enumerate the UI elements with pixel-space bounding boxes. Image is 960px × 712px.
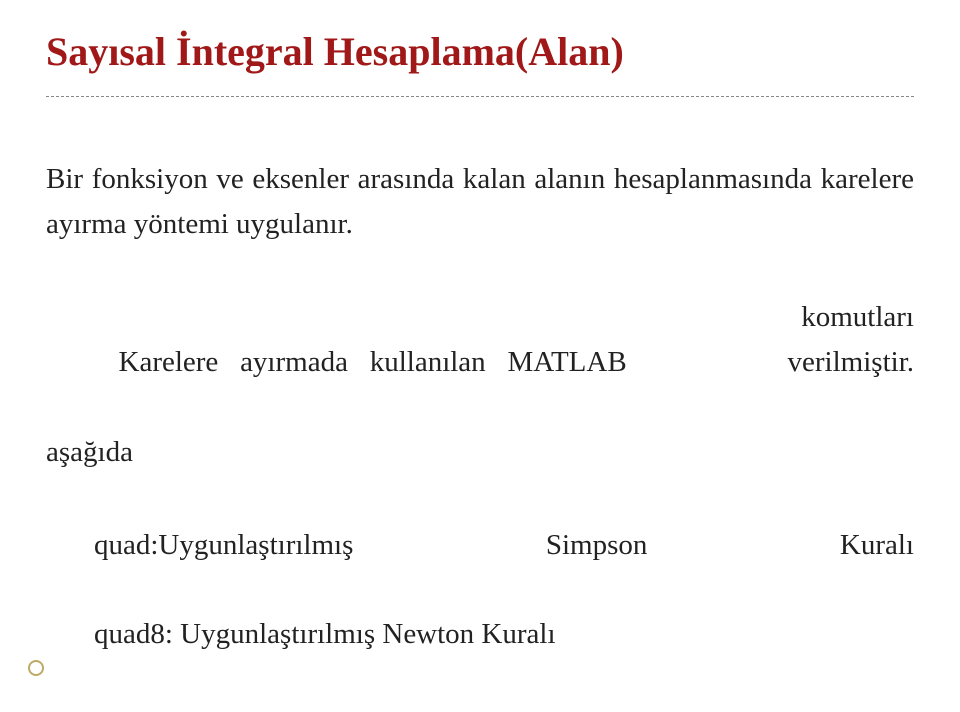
paragraph-quad8: quad8: Uygunlaştırılmış Newton Kuralı: [46, 612, 914, 657]
word: Karelere: [119, 346, 219, 378]
decorative-circle-icon: [28, 660, 44, 676]
title-divider: [46, 96, 914, 97]
paragraph-matlab-line1-right: komutları: [788, 295, 914, 340]
slide-container: Sayısal İntegral Hesaplama(Alan) Bir fon…: [0, 0, 960, 712]
word: ayırmada: [240, 346, 348, 378]
paragraph-matlab-line2-left: aşağıda: [46, 430, 627, 475]
quad-rule: Kuralı: [840, 523, 914, 568]
word: MATLAB: [507, 346, 626, 378]
quad-method: Simpson: [546, 523, 648, 568]
paragraph-matlab-line2-right: verilmiştir.: [788, 340, 914, 385]
paragraph-matlab-left: Karelere ayırmada kullanılan MATLAB aşağ…: [46, 295, 627, 475]
paragraph-intro: Bir fonksiyon ve eksenler arasında kalan…: [46, 157, 914, 247]
slide-body: Bir fonksiyon ve eksenler arasında kalan…: [46, 157, 914, 657]
paragraph-matlab-line1-left: Karelere ayırmada kullanılan MATLAB: [46, 295, 627, 430]
word: kullanılan: [370, 346, 486, 378]
slide-title: Sayısal İntegral Hesaplama(Alan): [46, 28, 914, 76]
paragraph-matlab-right: komutları verilmiştir.: [788, 295, 914, 475]
paragraph-matlab: Karelere ayırmada kullanılan MATLAB aşağ…: [46, 295, 914, 475]
paragraph-quad: quad:Uygunlaştırılmış Simpson Kuralı: [46, 523, 914, 568]
quad-label: quad:Uygunlaştırılmış: [94, 523, 353, 568]
